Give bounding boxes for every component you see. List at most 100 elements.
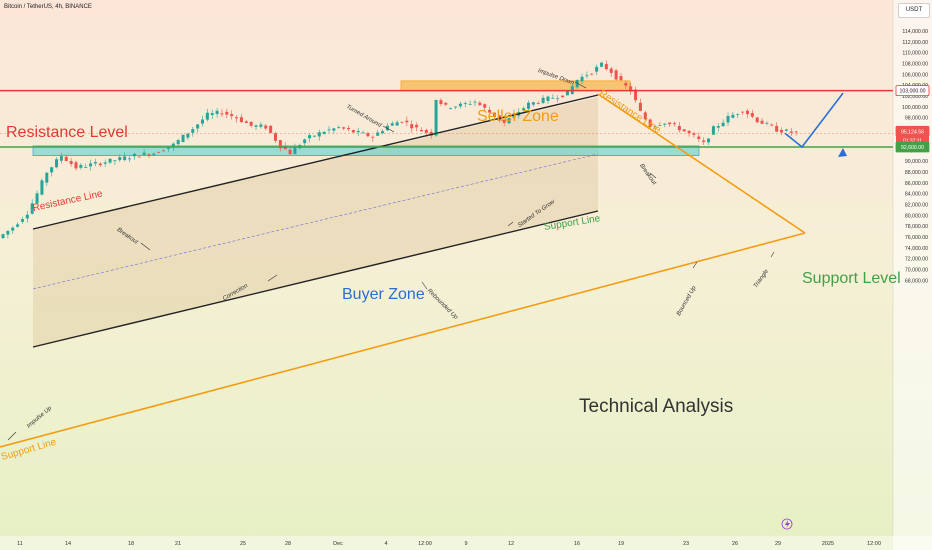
candle-body bbox=[118, 157, 122, 161]
annotation-arrow bbox=[421, 281, 428, 290]
candle-body bbox=[668, 122, 672, 125]
candle-body bbox=[595, 66, 599, 72]
candle-body bbox=[385, 125, 389, 131]
x-tick-label: 12:00 bbox=[867, 541, 881, 547]
lightning-icon bbox=[785, 520, 790, 528]
annotation-arrow bbox=[507, 221, 514, 227]
event-icon bbox=[781, 518, 793, 530]
candle-body bbox=[702, 140, 706, 142]
candle-body bbox=[794, 131, 798, 133]
candle-body bbox=[711, 126, 715, 135]
currency-button[interactable]: USDT bbox=[898, 3, 930, 18]
candle-body bbox=[157, 152, 161, 153]
candle-body bbox=[643, 112, 647, 120]
label-support-level: Support Level bbox=[802, 270, 901, 287]
channel-upper-line bbox=[32, 94, 599, 230]
y-tick-label: 84,000.00 bbox=[905, 192, 928, 198]
candle-body bbox=[546, 96, 550, 101]
candle-body bbox=[522, 108, 526, 111]
candle-body bbox=[672, 123, 676, 125]
candle-body bbox=[551, 97, 555, 99]
candle-body bbox=[677, 125, 681, 131]
candle-body bbox=[634, 89, 638, 101]
candle-body bbox=[658, 125, 662, 126]
candle-body bbox=[376, 132, 380, 136]
candle-body bbox=[736, 113, 740, 115]
candle-body bbox=[648, 119, 652, 128]
x-tick-label: 9 bbox=[464, 541, 467, 547]
candle-body bbox=[98, 163, 102, 166]
candle-body bbox=[575, 79, 579, 88]
countdown-box bbox=[896, 136, 929, 145]
candle-body bbox=[444, 102, 448, 105]
label-resistance-level: Resistance Level bbox=[6, 124, 128, 141]
candle-body bbox=[244, 121, 248, 124]
candle-body bbox=[390, 123, 394, 126]
candle-body bbox=[176, 140, 180, 145]
y-tick-label: 82,000.00 bbox=[905, 202, 928, 208]
candle-body bbox=[249, 121, 253, 126]
candle-body bbox=[186, 133, 190, 138]
candle-body bbox=[687, 130, 691, 134]
price-tag-countdown: 01:37:11 bbox=[903, 138, 922, 144]
candle-body bbox=[25, 214, 29, 219]
annotation-arrow bbox=[574, 81, 587, 89]
candle-body bbox=[337, 126, 341, 128]
candle-body bbox=[230, 114, 234, 117]
candle-body bbox=[561, 95, 565, 98]
x-tick-label: 23 bbox=[683, 541, 689, 547]
candle-body bbox=[303, 139, 307, 144]
candle-body bbox=[361, 132, 365, 134]
candle-body bbox=[483, 104, 487, 108]
candle-body bbox=[556, 98, 560, 100]
candle-body bbox=[200, 119, 205, 124]
candle-body bbox=[74, 162, 78, 169]
x-tick-label: 21 bbox=[175, 541, 181, 547]
candle-body bbox=[458, 103, 462, 107]
y-tick-label: 88,000.00 bbox=[905, 170, 928, 176]
candle-body bbox=[604, 64, 608, 70]
candle-body bbox=[332, 128, 336, 131]
channel-fill bbox=[33, 97, 598, 347]
candle-body bbox=[789, 131, 793, 133]
x-tick-label: 12 bbox=[508, 541, 514, 547]
candle-body bbox=[45, 172, 49, 183]
candle-body bbox=[492, 112, 496, 117]
y-tick-label: 114,000.00 bbox=[902, 29, 928, 35]
candle-body bbox=[765, 122, 769, 124]
candle-body bbox=[239, 117, 243, 123]
y-tick-label: 90,000.00 bbox=[905, 159, 928, 165]
candle-body bbox=[721, 122, 725, 127]
candle-body bbox=[137, 156, 141, 158]
x-tick-label: Dec bbox=[333, 541, 343, 547]
y-tick-label: 80,000.00 bbox=[905, 213, 928, 219]
candle-body bbox=[741, 111, 745, 113]
candle-body bbox=[405, 120, 409, 123]
candle-body bbox=[507, 118, 511, 124]
y-tick-label: 76,000.00 bbox=[905, 235, 928, 241]
candle-body bbox=[619, 76, 623, 81]
candle-body bbox=[40, 180, 44, 195]
seller-zone bbox=[400, 80, 631, 92]
channel-lower-line bbox=[32, 210, 599, 348]
candle-body bbox=[20, 219, 24, 222]
candle-body bbox=[653, 126, 657, 128]
y-tick-label: 102,000.00 bbox=[902, 94, 928, 100]
candle-body bbox=[59, 156, 63, 161]
candle-body bbox=[79, 164, 83, 168]
candle-body bbox=[682, 129, 686, 132]
annotation-arrow bbox=[7, 431, 17, 441]
y-tick-label: 72,000.00 bbox=[905, 257, 928, 263]
candle-body bbox=[346, 127, 350, 130]
candle-body bbox=[356, 130, 360, 133]
candle-body bbox=[225, 111, 229, 115]
candle-body bbox=[755, 117, 759, 123]
candle-body bbox=[565, 90, 569, 96]
candle-body bbox=[103, 162, 107, 164]
y-tick-label: 110,000.00 bbox=[902, 51, 928, 57]
candle-body bbox=[312, 135, 316, 137]
candle-body bbox=[108, 158, 112, 163]
candle-body bbox=[400, 121, 404, 123]
candle-body bbox=[269, 125, 273, 133]
